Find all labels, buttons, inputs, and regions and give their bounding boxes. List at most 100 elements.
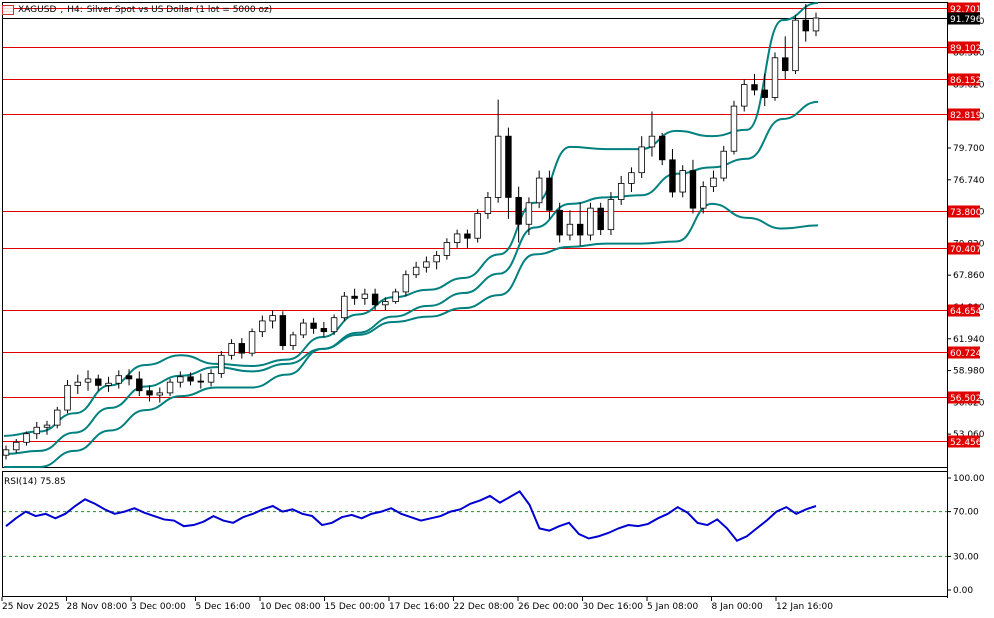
level-tags: 92.701 89.102 86.152 82.819 73.800 70.407 64.6… <box>948 2 982 448</box>
level-tag-8: 56.502 <box>950 394 982 404</box>
candle-63 <box>648 111 656 157</box>
candle-body-6 <box>64 384 71 411</box>
candle-23 <box>238 338 246 359</box>
candle-56 <box>576 202 584 246</box>
time-tick-8: 26 Dec 00:00 <box>518 602 579 612</box>
level-tag-1: 89.102 <box>950 44 982 54</box>
candle-68 <box>699 181 707 214</box>
candle-body-30 <box>310 322 317 329</box>
candle-body-41 <box>423 261 430 268</box>
candle-body-1 <box>13 441 20 451</box>
candle-66 <box>679 165 686 198</box>
rsi-tick-3: 0.00 <box>953 586 973 596</box>
candle-70 <box>720 145 727 182</box>
candle-body-74 <box>761 89 768 98</box>
candle-body-59 <box>607 199 615 231</box>
candle-body-40 <box>412 266 420 276</box>
candle-30 <box>310 317 317 334</box>
price-tick-0: 53.060 <box>953 430 985 440</box>
candle-10 <box>105 376 112 392</box>
candle-body-31 <box>320 328 328 333</box>
candle-body-27 <box>279 315 287 347</box>
candle-18 <box>187 372 194 386</box>
horizontal-levels <box>3 8 947 442</box>
candle-body-42 <box>433 255 440 263</box>
candle-body-55 <box>566 223 574 236</box>
time-tick-2: 3 Dec 00:00 <box>131 602 186 612</box>
candle-body-28 <box>289 334 297 347</box>
candle-16 <box>166 378 174 397</box>
level-tag-0: 92.701 <box>950 5 982 15</box>
time-tick-6: 17 Dec 16:00 <box>389 602 450 612</box>
candle-7 <box>74 374 81 394</box>
candle-body-17 <box>177 376 184 383</box>
candle-body-10 <box>105 382 112 386</box>
candle-57 <box>587 202 594 241</box>
candle-78 <box>802 4 809 42</box>
candle-15 <box>156 387 164 403</box>
candle-body-48 <box>494 135 502 198</box>
candle-54 <box>556 202 563 243</box>
candle-3 <box>33 421 40 440</box>
candle-45 <box>464 229 471 248</box>
candle-body-24 <box>248 331 256 354</box>
candle-body-61 <box>628 172 635 184</box>
candle-body-51 <box>525 202 533 225</box>
candle-37 <box>382 297 389 311</box>
candle-body-13 <box>136 378 143 392</box>
candle-body-18 <box>187 376 194 382</box>
candle-49 <box>505 127 512 219</box>
candle-72 <box>741 79 748 112</box>
level-tag-bg-6 <box>948 304 980 317</box>
candle-body-68 <box>699 186 707 209</box>
candle-body-70 <box>720 150 727 179</box>
candle-35 <box>361 288 369 305</box>
candle-51 <box>525 197 533 235</box>
candle-body-75 <box>771 57 779 98</box>
candle-body-49 <box>505 135 512 198</box>
candle-body-79 <box>812 17 820 32</box>
candle-22 <box>228 339 235 360</box>
level-tag-bg-0 <box>948 2 980 15</box>
candle-body-8 <box>84 378 92 383</box>
symbol-label: XAGUSD <box>18 5 57 15</box>
time-axis: 25 Nov 2025 28 Nov 08:00 3 Dec 00:00 5 Dec … <box>1 597 833 612</box>
candle-body-78 <box>802 19 809 32</box>
level-tag-5: 70.407 <box>950 245 982 255</box>
candle-1 <box>13 439 20 454</box>
candle-body-9 <box>95 378 102 386</box>
symbol-window-icon[interactable] <box>2 5 14 15</box>
candle-body-72 <box>741 84 748 107</box>
candle-8 <box>84 370 92 391</box>
candle-40 <box>412 261 420 278</box>
candle-65 <box>669 149 676 198</box>
candle-body-16 <box>166 381 174 394</box>
candle-body-37 <box>382 301 389 306</box>
candle-body-60 <box>617 183 625 200</box>
candle-34 <box>351 288 358 305</box>
candle-17 <box>177 371 184 388</box>
candle-50 <box>515 186 522 243</box>
rsi-line <box>5 490 817 542</box>
candle-0 <box>2 445 10 460</box>
time-tick-1: 28 Nov 08:00 <box>67 602 128 612</box>
candle-19 <box>197 373 205 389</box>
rsi-label: RSI(14) 75.85 <box>4 477 66 487</box>
price-tick-3: 61.940 <box>953 335 985 345</box>
candle-body-39 <box>402 274 410 293</box>
rsi-tick-0: 100.00 <box>953 474 985 484</box>
candle-77 <box>792 14 799 74</box>
candle-body-57 <box>587 207 594 236</box>
candle-body-29 <box>300 322 307 336</box>
candle-body-7 <box>74 381 81 386</box>
level-tag-7: 60.724 <box>950 349 982 359</box>
level-tag-bg-5 <box>948 242 980 255</box>
candle-body-53 <box>546 177 553 211</box>
level-tag-bg-3 <box>948 108 980 121</box>
price-tick-8: 76.740 <box>953 176 985 186</box>
candle-body-20 <box>207 373 215 383</box>
candle-body-23 <box>238 343 246 354</box>
level-tag-bg-2 <box>948 73 980 86</box>
candle-body-0 <box>2 449 10 456</box>
